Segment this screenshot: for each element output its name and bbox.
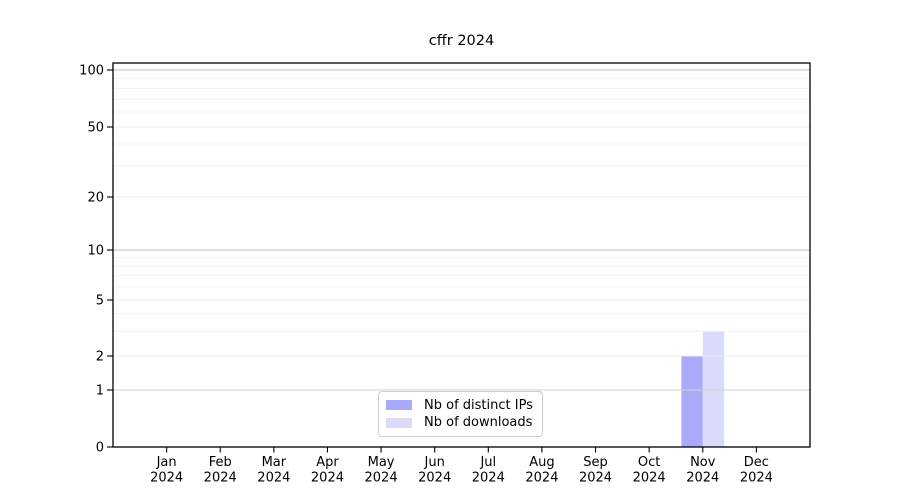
distinct-ips-swatch-icon bbox=[386, 400, 412, 411]
x-tick-label-month: Dec bbox=[744, 455, 769, 470]
x-tick-label-year: 2024 bbox=[525, 471, 558, 486]
y-tick-label: 0 bbox=[96, 441, 104, 456]
x-tick-label-month: Jul bbox=[479, 455, 496, 470]
x-tick-label-month: Jan bbox=[156, 455, 177, 470]
y-tick-label: 20 bbox=[87, 191, 104, 206]
y-tick-label: 2 bbox=[96, 350, 104, 365]
x-tick-label-year: 2024 bbox=[257, 471, 290, 486]
x-tick-label-month: Sep bbox=[583, 455, 608, 470]
downloads-swatch-icon bbox=[386, 417, 412, 428]
x-tick-label-month: Apr bbox=[316, 455, 339, 470]
x-tick-label-year: 2024 bbox=[633, 471, 666, 486]
bar-distinct-ips bbox=[681, 356, 703, 447]
x-tick-label-year: 2024 bbox=[311, 471, 344, 486]
x-tick-label-month: Oct bbox=[638, 455, 660, 470]
y-tick-label: 100 bbox=[79, 64, 104, 79]
x-tick-label-year: 2024 bbox=[740, 471, 773, 486]
legend: Nb of distinct IPs Nb of downloads bbox=[378, 391, 543, 437]
x-tick-label-month: Feb bbox=[209, 455, 232, 470]
x-tick-label-month: Jun bbox=[424, 455, 445, 470]
legend-item-downloads: Nb of downloads bbox=[386, 415, 536, 430]
x-tick-label-year: 2024 bbox=[418, 471, 451, 486]
y-tick-label: 5 bbox=[96, 294, 104, 309]
legend-label-distinct-ips: Nb of distinct IPs bbox=[424, 397, 533, 413]
x-tick-label-month: May bbox=[368, 455, 395, 470]
x-tick-label-year: 2024 bbox=[472, 471, 505, 486]
bar-downloads bbox=[702, 331, 725, 447]
x-tick-label-year: 2024 bbox=[204, 471, 237, 486]
x-tick-label-year: 2024 bbox=[365, 471, 398, 486]
x-tick-label-month: Mar bbox=[262, 455, 287, 470]
y-tick-label: 10 bbox=[87, 244, 104, 259]
legend-item-distinct-ips: Nb of distinct IPs bbox=[386, 398, 536, 413]
y-tick-label: 1 bbox=[96, 384, 104, 399]
y-tick-label: 50 bbox=[87, 121, 104, 136]
chart-title: cffr 2024 bbox=[428, 33, 495, 49]
x-tick-label-year: 2024 bbox=[150, 471, 183, 486]
x-tick-label-year: 2024 bbox=[579, 471, 612, 486]
legend-label-downloads: Nb of downloads bbox=[424, 415, 533, 431]
x-tick-label-year: 2024 bbox=[686, 471, 719, 486]
x-tick-label-month: Aug bbox=[529, 455, 554, 470]
x-tick-label-month: Nov bbox=[690, 455, 716, 470]
axes-spines bbox=[112, 62, 811, 448]
